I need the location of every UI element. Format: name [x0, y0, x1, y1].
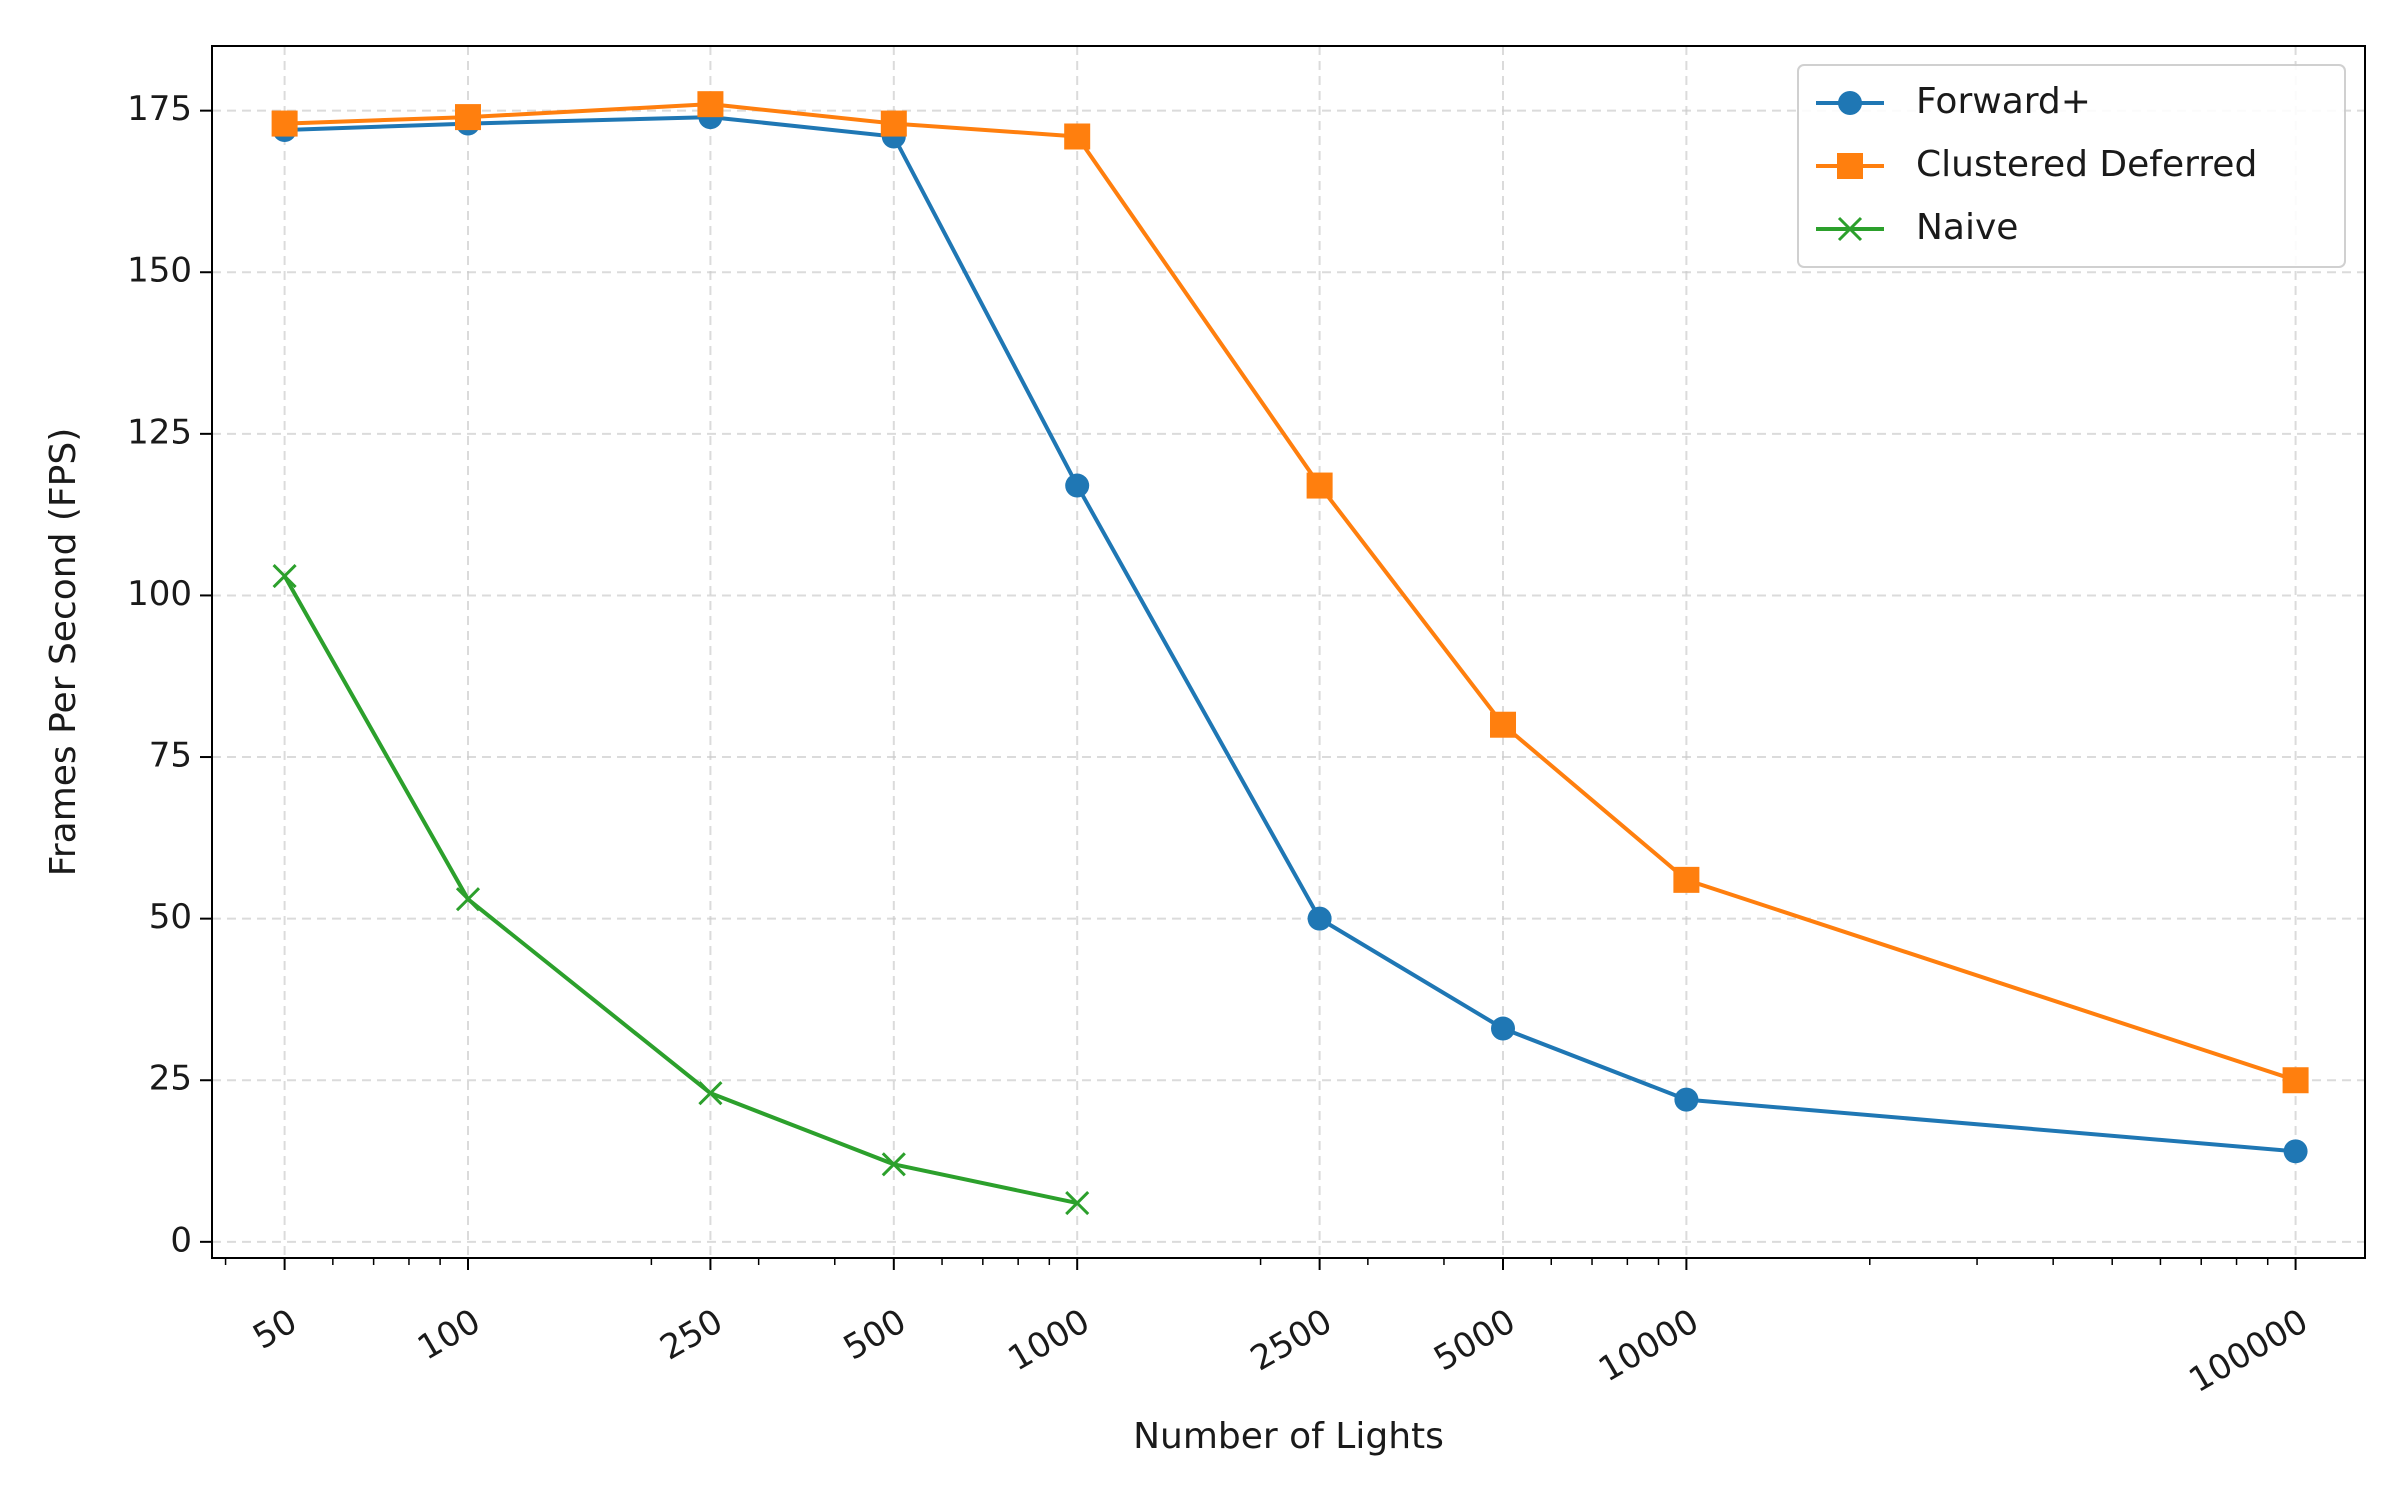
data-point-marker — [1065, 473, 1090, 498]
data-point-marker — [1307, 906, 1332, 931]
data-point-marker — [1838, 91, 1862, 115]
data-point-marker — [1064, 123, 1091, 150]
plot-frame — [211, 45, 2366, 1259]
data-point-marker — [455, 887, 481, 912]
x-axis-label: Number of Lights — [1133, 1416, 1444, 1457]
data-point-marker — [1673, 866, 1700, 893]
data-point-marker — [1491, 1016, 1516, 1041]
data-point-marker — [272, 563, 297, 589]
legend-box — [1797, 64, 2346, 268]
legend-label: Forward+ — [1916, 81, 2091, 122]
data-point-marker — [697, 91, 724, 118]
y-tick-label: 175 — [127, 89, 192, 129]
data-point-marker — [1490, 711, 1517, 738]
series-2 — [272, 563, 1090, 1216]
data-point-marker — [271, 110, 298, 137]
data-point-marker — [1837, 216, 1863, 242]
legend-label: Clustered Deferred — [1916, 144, 2257, 185]
y-tick-label: 150 — [127, 251, 192, 291]
data-point-marker — [698, 1081, 723, 1106]
y-axis: 0 25 50 75 100 125 150 175 — [127, 89, 212, 1260]
y-tick-label: 50 — [149, 897, 192, 937]
y-tick-label: 125 — [127, 412, 192, 452]
data-point-marker — [454, 104, 481, 131]
y-axis-label: Frames Per Second (FPS) — [43, 428, 84, 876]
data-point-marker — [881, 1152, 906, 1177]
data-point-marker — [2282, 1067, 2309, 1094]
data-point-marker — [1306, 472, 1333, 499]
series-1 — [271, 91, 2309, 1094]
y-tick-label: 75 — [149, 736, 192, 776]
data-point-marker — [2283, 1139, 2308, 1164]
legend: Forward+ Clustered Deferred Naive — [1797, 64, 2346, 268]
y-tick-label: 0 — [170, 1220, 192, 1260]
series-layer — [271, 91, 2309, 1216]
y-tick-label: 100 — [127, 574, 192, 614]
legend-label: Naive — [1916, 207, 2018, 248]
data-point-marker — [1837, 153, 1863, 179]
data-point-marker — [1674, 1087, 1699, 1112]
y-tick-label: 25 — [149, 1059, 192, 1099]
data-point-marker — [1065, 1190, 1090, 1216]
data-point-marker — [880, 110, 907, 137]
